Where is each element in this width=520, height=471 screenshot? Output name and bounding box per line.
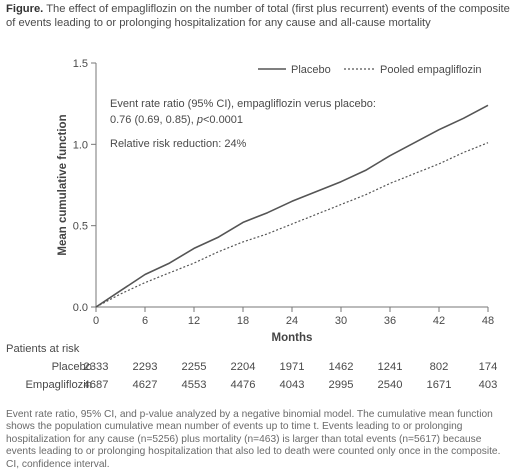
risk-row-label: Empagliflozin [25, 379, 92, 391]
y-tick-label: 0.0 [73, 302, 88, 314]
risk-row-label: Placebo [51, 361, 92, 373]
risk-row-empagliflozin: Empagliflozin 4687 4627 4553 4476 4043 2995 254… [6, 379, 516, 395]
risk-row-placebo: Placebo 2333 2293 2255 2204 1971 1462 1241 802 17… [6, 361, 516, 377]
figure-title: The effect of empagliflozin on the numbe… [6, 3, 510, 29]
risk-count: 4043 [279, 379, 305, 391]
risk-count: 2204 [230, 361, 256, 373]
x-tick-label: 36 [384, 315, 396, 327]
risk-count: 4476 [230, 379, 256, 391]
risk-count: 802 [429, 361, 449, 373]
annotation-rate-ratio-value: 0.76 (0.69, 0.85), p<0.0001 [110, 114, 243, 126]
y-tick-label: 1.5 [73, 58, 88, 70]
figure-label: Figure. [6, 3, 44, 15]
x-tick-label: 48 [482, 315, 494, 327]
risk-count: 2255 [181, 361, 207, 373]
risk-count: 174 [478, 361, 498, 373]
risk-count: 1462 [328, 361, 354, 373]
y-tick-label: 1.0 [73, 139, 88, 151]
x-tick-label: 42 [433, 315, 445, 327]
x-tick-label: 30 [335, 315, 347, 327]
x-tick-label: 24 [286, 315, 298, 327]
y-tick-label: 0.5 [73, 221, 88, 233]
x-tick-label: 12 [188, 315, 200, 327]
placebo-series-line [95, 104, 489, 308]
risk-count: 2333 [83, 361, 109, 373]
risk-count: 4627 [132, 379, 158, 391]
mean-cumulative-function-chart: 0.0 0.5 1.0 1.5 0 6 12 18 24 30 36 42 48 Months Mean c… [57, 58, 494, 344]
figure-caption: Figure. The effect of empagliflozin on t… [6, 3, 512, 30]
legend-placebo-label: Placebo [291, 64, 331, 76]
annotation-rate-ratio-label: Event rate ratio (95% CI), empagliflozin… [110, 98, 376, 110]
risk-count: 403 [478, 379, 498, 391]
x-tick-label: 0 [93, 315, 99, 327]
x-tick-label: 18 [237, 315, 249, 327]
risk-table-heading: Patients at risk [6, 343, 80, 355]
risk-count: 4553 [181, 379, 207, 391]
footnote: Event rate ratio, 95% CI, and p-value an… [6, 409, 501, 470]
risk-count: 1971 [279, 361, 305, 373]
risk-count: 2293 [132, 361, 158, 373]
annotation-relative-risk-reduction: Relative risk reduction: 24% [110, 138, 247, 150]
risk-count: 1671 [426, 379, 452, 391]
empagliflozin-series-line [95, 142, 489, 308]
x-axis-title: Months [272, 332, 313, 344]
y-axis-title: Mean cumulative function [57, 114, 69, 255]
risk-count: 1241 [377, 361, 403, 373]
x-tick-label: 6 [142, 315, 148, 327]
risk-count: 2540 [377, 379, 403, 391]
legend-empagliflozin-label: Pooled empagliflozin [380, 64, 482, 76]
risk-count: 2995 [328, 379, 354, 391]
risk-count: 4687 [83, 379, 109, 391]
